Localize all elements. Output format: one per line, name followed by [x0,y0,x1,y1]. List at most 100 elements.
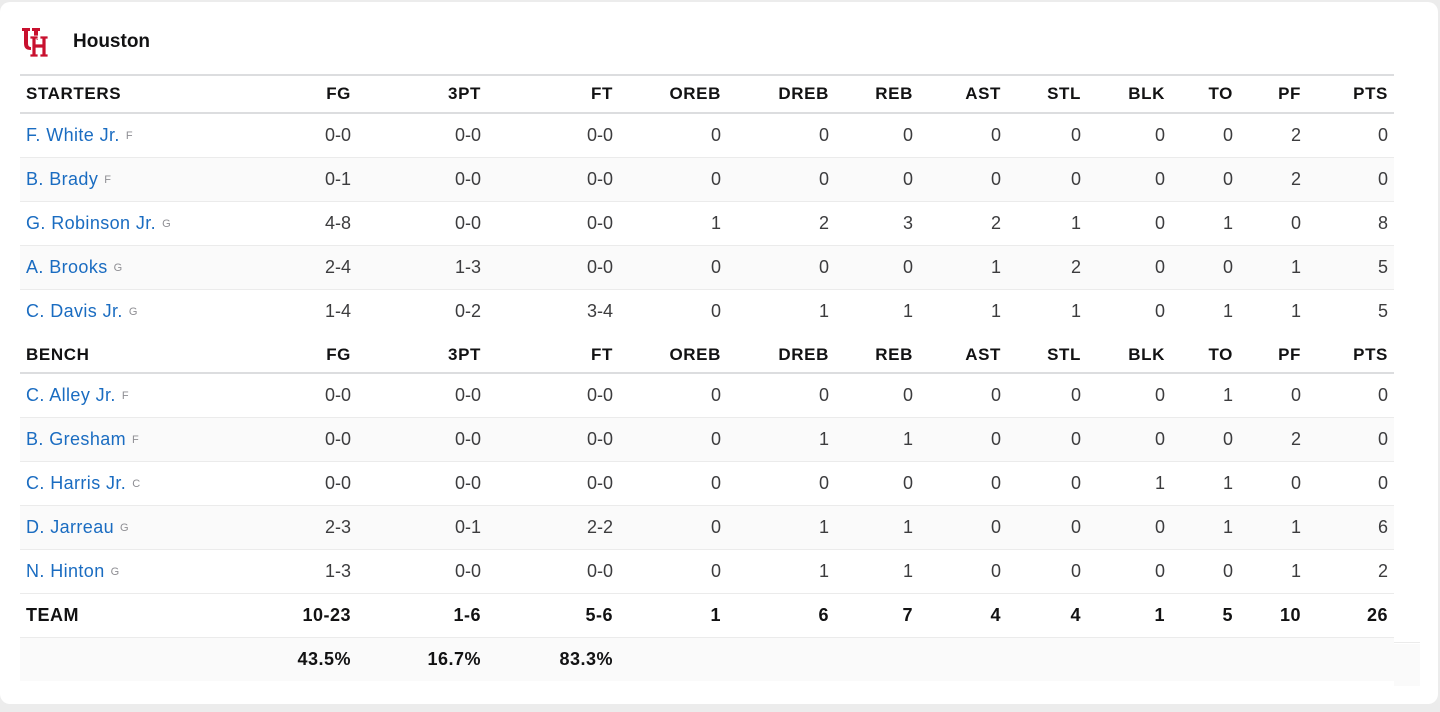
stat-3pt: 0-0 [454,560,481,581]
column-header-ft[interactable]: FT [487,74,619,114]
player-cell: B. Brady F [20,157,260,202]
team-name[interactable]: Houston [73,31,151,52]
total-ast: 4 [919,592,1007,638]
stat-blk: 0 [1087,417,1171,462]
column-header-oreb[interactable]: OREB [619,333,727,374]
column-header-fg[interactable]: FG [260,333,357,374]
stat-to: 1 [1171,201,1239,246]
stat-ast: 0 [919,417,1007,462]
column-header-pts[interactable]: PTS [1307,74,1394,114]
player-row: B. Gresham F 0-0 0-0 0-0 0 1 1 0 0 0 0 2 0 [20,417,1394,462]
stat-fg: 2-3 [260,505,357,550]
player-name-link[interactable]: C. Harris Jr. [26,472,127,493]
stat-fg: 1-3 [324,560,351,581]
stat-fg: 4-8 [260,201,357,246]
stat-blk: 0 [1154,300,1165,321]
stat-oreb: 0 [710,560,721,581]
column-header-3pt[interactable]: 3PT [357,74,487,114]
player-name-link[interactable]: C. Davis Jr. [26,300,123,321]
stat-pts: 0 [1307,417,1394,462]
stat-3pt: 1-3 [357,245,487,290]
player-cell: F. White Jr. F [20,113,260,158]
stat-ft: 0-0 [487,461,619,506]
player-position: G [120,521,129,534]
player-position: G [110,565,120,578]
stat-dreb: 0 [727,461,835,506]
player-name-link[interactable]: B. Brady [26,168,99,189]
percent-empty [1239,637,1307,681]
player-position: F [125,129,133,142]
stat-pts: 5 [1377,300,1388,321]
stat-pf: 1 [1290,300,1301,321]
player-name-link[interactable]: F. White Jr. [26,124,120,145]
stat-ast: 0 [919,461,1007,506]
column-header-stl[interactable]: STL [1007,74,1087,114]
stat-pf: 2 [1239,417,1307,462]
total-to: 5 [1171,592,1239,638]
stat-blk: 1 [1087,461,1171,506]
player-row: C. Davis Jr. G 1-4 0-2 3-4 0 1 1 1 1 0 1 1 5 [20,289,1394,333]
player-position: F [121,389,129,402]
stat-blk: 0 [1087,245,1171,290]
column-header-stl[interactable]: STL [1007,333,1087,374]
player-cell: B. Gresham F [20,417,260,462]
stat-pf: 1 [1239,505,1307,550]
player-cell: A. Brooks G [20,245,260,290]
column-header-reb[interactable]: REB [835,74,919,114]
stat-oreb: 0 [619,461,727,506]
column-header-pf[interactable]: PF [1239,74,1307,114]
column-header-pf[interactable]: PF [1239,333,1307,374]
percent-empty [1171,637,1239,681]
player-name-link[interactable]: A. Brooks [26,256,108,277]
percent-empty [1007,637,1087,681]
stat-reb: 0 [835,113,919,158]
stat-oreb: 1 [619,201,727,246]
column-header-blk[interactable]: BLK [1087,333,1171,374]
column-header-pts[interactable]: PTS [1307,333,1394,374]
stat-reb: 0 [835,245,919,290]
player-row: G. Robinson Jr. G 4-8 0-0 0-0 1 2 3 2 1 0 1 0 8 [20,201,1394,246]
stat-3pt: 0-0 [357,157,487,202]
starters-header-row: STARTERS FG 3PT FT OREB DREB REB AST STL BLK TO PF P… [20,74,1394,114]
column-header-dreb[interactable]: DREB [727,74,835,114]
column-header-oreb[interactable]: OREB [619,74,727,114]
stat-ast: 0 [919,373,1007,418]
stat-stl: 0 [1007,157,1087,202]
column-header-to[interactable]: TO [1171,74,1239,114]
player-name-link[interactable]: C. Alley Jr. [26,384,116,405]
column-header-fg[interactable]: FG [260,74,357,114]
stat-fg: 0-1 [260,157,357,202]
stat-stl: 2 [1007,245,1087,290]
player-name-link[interactable]: N. Hinton [26,560,105,581]
player-name-link[interactable]: G. Robinson Jr. [26,212,157,233]
stat-3pt: 0-0 [357,113,487,158]
stat-pts: 0 [1307,113,1394,158]
stat-pts: 2 [1377,560,1388,581]
player-position: F [132,433,139,446]
player-position: F [104,173,111,186]
column-header-3pt[interactable]: 3PT [357,333,487,374]
column-header-ast[interactable]: AST [919,333,1007,374]
stat-to: 0 [1171,113,1239,158]
column-header-blk[interactable]: BLK [1087,74,1171,114]
column-header-dreb[interactable]: DREB [727,333,835,374]
column-header-ft[interactable]: FT [487,333,619,374]
column-header-to[interactable]: TO [1171,333,1239,374]
stat-stl: 0 [1007,505,1087,550]
player-name-link[interactable]: D. Jarreau [26,516,115,537]
stat-stl: 0 [1007,417,1087,462]
player-position: G [128,305,138,318]
uh-logo-icon[interactable] [20,24,50,60]
player-row: C. Harris Jr. C 0-0 0-0 0-0 0 0 0 0 0 1 1 0 0 [20,461,1394,506]
player-name-link[interactable]: B. Gresham [26,428,127,449]
column-header-reb[interactable]: REB [835,333,919,374]
percent-3pt: 16.7% [357,637,487,681]
stat-ft: 3-4 [586,300,613,321]
column-header-ast[interactable]: AST [919,74,1007,114]
stat-to: 0 [1222,560,1233,581]
player-cell: D. Jarreau G [20,505,260,550]
stat-pts: 0 [1307,373,1394,418]
stat-dreb: 2 [727,201,835,246]
stat-blk: 0 [1154,560,1165,581]
stat-reb: 1 [835,417,919,462]
